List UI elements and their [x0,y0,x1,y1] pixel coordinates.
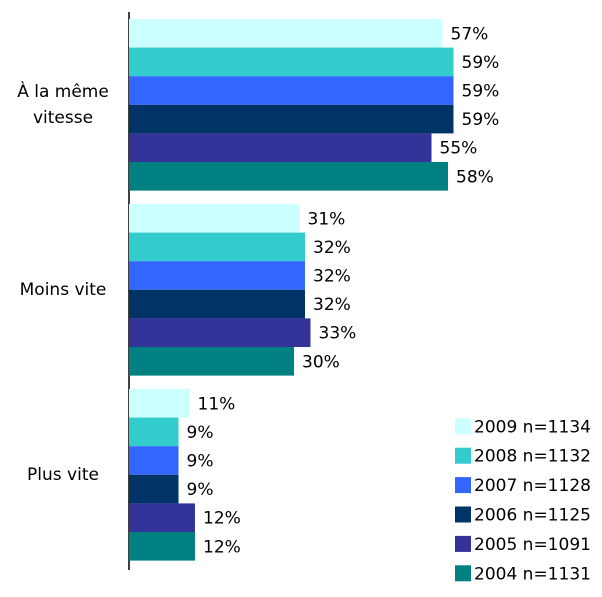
bar [129,261,305,290]
bar [129,162,448,191]
legend-label: 2007 n=1128 [474,476,591,496]
value-label: 59% [462,53,500,73]
value-label: 9% [187,452,214,472]
value-label: 30% [302,352,340,372]
category-label: Moins vite [19,279,107,300]
legend-swatch [455,418,471,435]
value-label: 11% [198,394,236,414]
value-label: 32% [313,295,351,315]
value-label: 32% [313,238,351,258]
bar [129,204,300,233]
value-label: 32% [313,267,351,287]
bar [129,503,195,532]
bar [129,347,294,376]
value-label: 12% [203,509,241,529]
bar [129,318,311,347]
legend-swatch [455,447,471,464]
value-label: 9% [187,423,214,443]
value-label: 59% [462,82,500,102]
legend-label: 2004 n=1131 [474,564,591,584]
value-label: 57% [451,24,489,44]
legend-swatch [455,477,471,494]
value-label: 59% [462,110,500,130]
bar [129,474,179,504]
value-label: 12% [203,537,241,557]
bar [129,133,432,162]
bar [129,289,305,319]
legend-swatch [455,535,471,552]
value-label: 58% [456,167,494,187]
legend-label: 2009 n=1134 [474,417,591,437]
legend-swatch [455,506,471,523]
bar [129,389,190,418]
legend-label: 2008 n=1132 [474,447,591,467]
bar [129,76,454,105]
legend-label: 2005 n=1091 [474,535,591,555]
bar [129,104,454,134]
bar [129,47,454,77]
bar [129,532,195,561]
value-label: 9% [187,480,214,500]
category-label: Plus vite [27,464,99,485]
bar [129,417,179,447]
value-label: 31% [308,209,346,229]
value-label: 33% [319,324,357,344]
value-label: 55% [440,139,478,159]
legend-label: 2006 n=1125 [474,506,591,526]
legend-swatch [455,565,471,582]
category-label: À la même vitesse [17,81,109,128]
bar [129,19,443,48]
bar [129,446,179,475]
bar [129,232,305,262]
